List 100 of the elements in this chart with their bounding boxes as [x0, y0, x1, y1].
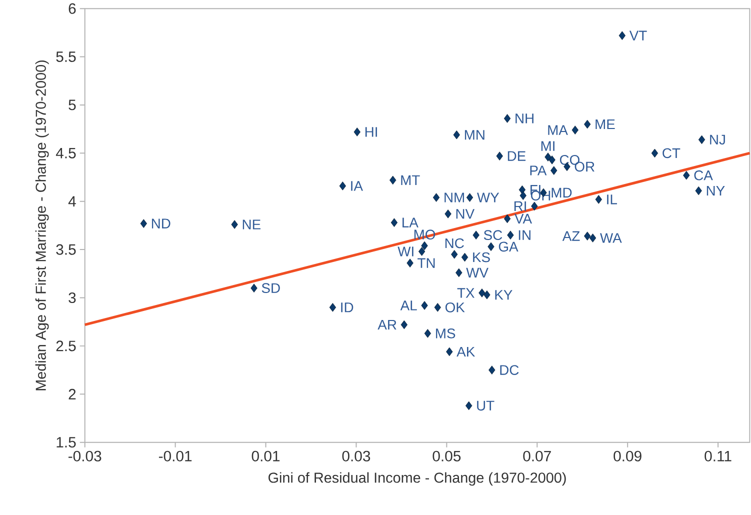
point: [231, 220, 238, 230]
annotation: NH: [516, 114, 534, 124]
y-tick-label: 3: [68, 292, 76, 304]
y-tick-label: 2: [68, 389, 76, 400]
annotation: WV: [466, 268, 488, 278]
point: [595, 195, 602, 204]
annotation: MA: [548, 125, 568, 135]
annotation: WI: [398, 246, 414, 256]
y-tick-label: 4.5: [56, 148, 76, 159]
point: [572, 126, 578, 135]
x-tick-label: -0.03: [68, 450, 102, 462]
annotation: NE: [242, 220, 260, 230]
annotation: AZ: [562, 231, 580, 241]
annotation: CA: [694, 170, 713, 180]
annotation: DC: [500, 365, 519, 376]
y-tick-label: 1.5: [56, 437, 76, 448]
annotation: MS: [436, 328, 456, 338]
point: [618, 31, 626, 40]
y-tick-label: 2.5: [56, 340, 76, 352]
annotation: NM: [444, 192, 464, 202]
point: [418, 247, 426, 256]
point: [406, 258, 414, 268]
x-tick-label: 0.01: [252, 450, 280, 462]
point: [466, 193, 474, 202]
annotation: ND: [152, 218, 170, 228]
x-axis-title: Gini of Residual Income - Change (1970-2000): [268, 472, 566, 486]
point: [390, 176, 396, 185]
annotation: SC: [484, 230, 502, 240]
annotation: NC: [445, 238, 464, 248]
annotation: AL: [400, 300, 417, 310]
x-tick-label: 0.05: [432, 450, 461, 462]
point: [424, 329, 432, 338]
annotation: RI: [514, 202, 526, 212]
y-tick-label: 5: [68, 100, 76, 110]
annotation: TN: [418, 258, 435, 268]
point: [421, 301, 428, 310]
point: [339, 182, 346, 190]
point: [695, 186, 702, 196]
point: [544, 152, 552, 162]
annotation: MD: [552, 188, 572, 198]
point: [589, 234, 596, 243]
annotation: MN: [464, 130, 484, 140]
point: [354, 128, 360, 136]
point: [520, 191, 526, 200]
point: [453, 130, 460, 140]
annotation: KY: [495, 290, 512, 300]
annotation: DE: [508, 151, 526, 161]
point: [548, 156, 556, 164]
point: [434, 303, 441, 312]
y-axis-title: Median Age of First Marriage - Change (1970-2000): [35, 60, 49, 390]
point: [651, 148, 658, 158]
point: [478, 288, 486, 298]
annotation: NJ: [710, 134, 725, 145]
point: [466, 401, 472, 410]
annotation: IN: [518, 230, 530, 240]
x-tick-label: 0.11: [704, 450, 732, 462]
annotation: LA: [402, 218, 418, 228]
point: [446, 347, 453, 356]
annotation: TX: [457, 288, 474, 298]
point: [456, 268, 462, 278]
y-tick-label: 4: [68, 196, 76, 207]
x-tick-label: -0.01: [158, 450, 192, 462]
x-tick-label: 0.03: [342, 450, 370, 462]
annotation: VT: [629, 30, 647, 41]
annotation: VA: [514, 214, 532, 224]
point: [451, 250, 458, 259]
annotation: ME: [596, 120, 615, 130]
annotation: UT: [477, 400, 494, 411]
annotation: NY: [706, 186, 725, 196]
point: [531, 202, 538, 211]
annotation: NV: [456, 209, 475, 219]
annotation: GA: [498, 242, 518, 252]
point: [584, 232, 591, 241]
annotation: IL: [607, 194, 617, 204]
annotation: OK: [445, 302, 465, 312]
point: [507, 230, 514, 240]
annotation: ID: [341, 302, 354, 312]
annotation: HI: [365, 127, 377, 137]
point: [504, 214, 511, 224]
point: [421, 241, 428, 250]
point: [488, 242, 494, 252]
point: [584, 120, 591, 129]
annotation: CT: [662, 148, 680, 158]
annotation: WY: [476, 192, 500, 202]
annotation: AR: [378, 320, 396, 330]
point: [329, 303, 336, 312]
x-tick-label: 0.07: [523, 450, 551, 462]
annotation: MT: [401, 176, 420, 186]
point: [400, 320, 408, 330]
annotation: WA: [600, 233, 622, 243]
annotation: SD: [262, 283, 280, 294]
annotation: AK: [456, 347, 476, 357]
point: [504, 114, 511, 123]
y-tick-label: 5.5: [56, 52, 76, 62]
point: [390, 218, 398, 228]
point: [550, 166, 558, 176]
point: [444, 210, 452, 218]
point: [484, 290, 490, 300]
point: [461, 253, 468, 262]
point: [432, 193, 440, 202]
